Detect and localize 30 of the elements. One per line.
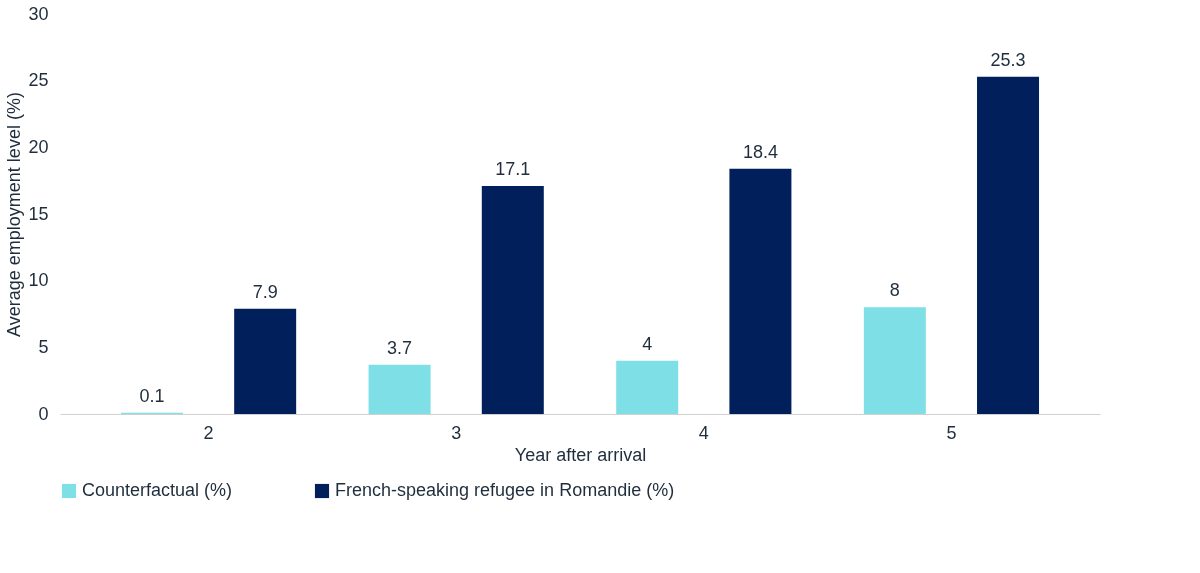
y-tick-label: 20 [28, 136, 49, 157]
data-label: 18.4 [742, 141, 778, 162]
y-tick-label: 0 [38, 403, 49, 424]
y-axis-title: Average employment level (%) [4, 92, 25, 337]
legend-label: French-speaking refugee in Romandie (%) [335, 480, 675, 500]
bar [729, 168, 792, 414]
data-label: 7.9 [252, 281, 278, 302]
data-label: 25.3 [990, 49, 1026, 70]
x-tick-label: 3 [451, 422, 462, 443]
y-tick-label: 25 [28, 70, 49, 91]
bar [616, 360, 679, 414]
x-tick-label: 4 [698, 422, 709, 443]
bar [481, 186, 544, 414]
bar [863, 307, 926, 414]
bar [234, 308, 297, 414]
y-tick-label: 10 [28, 270, 49, 291]
bar [977, 76, 1040, 414]
data-label: 8 [889, 280, 900, 301]
data-label: 4 [642, 333, 653, 354]
y-tick-label: 15 [28, 203, 49, 224]
data-label: 3.7 [387, 337, 413, 358]
data-label: 17.1 [495, 159, 531, 179]
y-tick-label: 5 [38, 336, 49, 357]
x-tick-label: 2 [203, 422, 214, 443]
x-tick-label: 5 [946, 422, 957, 443]
data-label: 0.1 [139, 385, 165, 406]
legend-label: Counterfactual (%) [82, 480, 233, 500]
x-axis-title: Year after arrival [514, 444, 647, 465]
bar [368, 364, 431, 414]
y-tick-label: 30 [28, 3, 49, 24]
